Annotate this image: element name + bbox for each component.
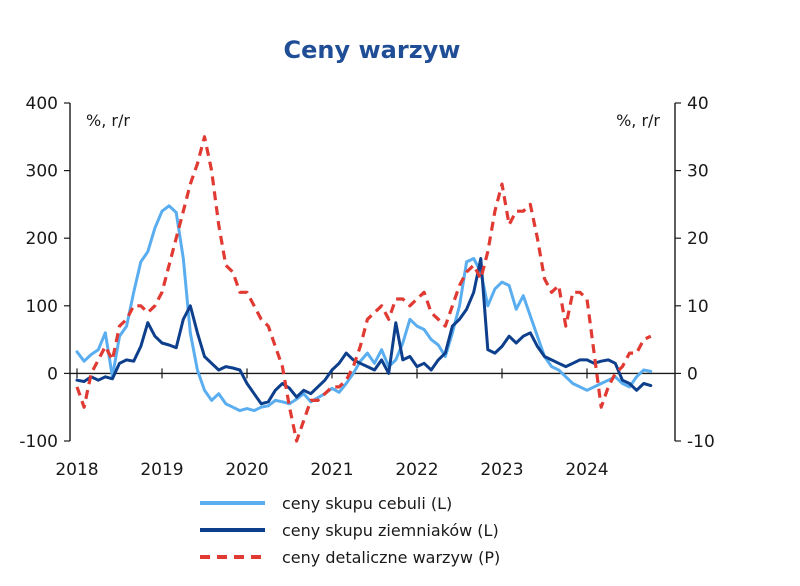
series-lines [75, 135, 653, 443]
legend-label-potato: ceny skupu ziemniaków (L) [282, 521, 499, 540]
legend-label-onion: ceny skupu cebuli (L) [282, 494, 452, 513]
left-tick-label: -100 [19, 432, 58, 452]
legend-item-retail: ceny detaliczne warzyw (P) [200, 548, 500, 567]
chart-title: Ceny warzyw [284, 36, 461, 64]
left-unit-label: %, r/r [86, 111, 130, 130]
right-tick-label: -10 [687, 432, 715, 452]
x-tick-label: 2020 [225, 460, 268, 480]
legend: ceny skupu cebuli (L) ceny skupu ziemnia… [200, 494, 500, 567]
x-tick-label: 2018 [55, 460, 98, 480]
right-tick-label: 20 [687, 229, 709, 249]
legend-item-onion: ceny skupu cebuli (L) [200, 494, 452, 513]
legend-item-potato: ceny skupu ziemniaków (L) [200, 521, 499, 540]
legend-label-retail: ceny detaliczne warzyw (P) [282, 548, 500, 567]
series-retail-line [75, 135, 652, 443]
left-tick-label: 300 [26, 162, 58, 182]
right-tick-label: 0 [687, 364, 698, 384]
x-tick-label: 2019 [140, 460, 183, 480]
x-tick-label: 2021 [310, 460, 353, 480]
right-tick-label: 10 [687, 297, 709, 317]
right-unit-label: %, r/r [616, 111, 660, 130]
left-tick-label: 400 [26, 94, 58, 114]
right-tick-label: 30 [687, 162, 709, 182]
series-potato-line [75, 257, 653, 406]
x-tick-label: 2024 [565, 460, 608, 480]
series-onion-line [75, 204, 653, 413]
left-tick-label: 200 [26, 229, 58, 249]
x-tick-label: 2022 [395, 460, 438, 480]
right-tick-label: 40 [687, 94, 709, 114]
left-tick-label: 100 [26, 297, 58, 317]
left-tick-label: 0 [47, 364, 58, 384]
x-tick-label: 2023 [480, 460, 523, 480]
